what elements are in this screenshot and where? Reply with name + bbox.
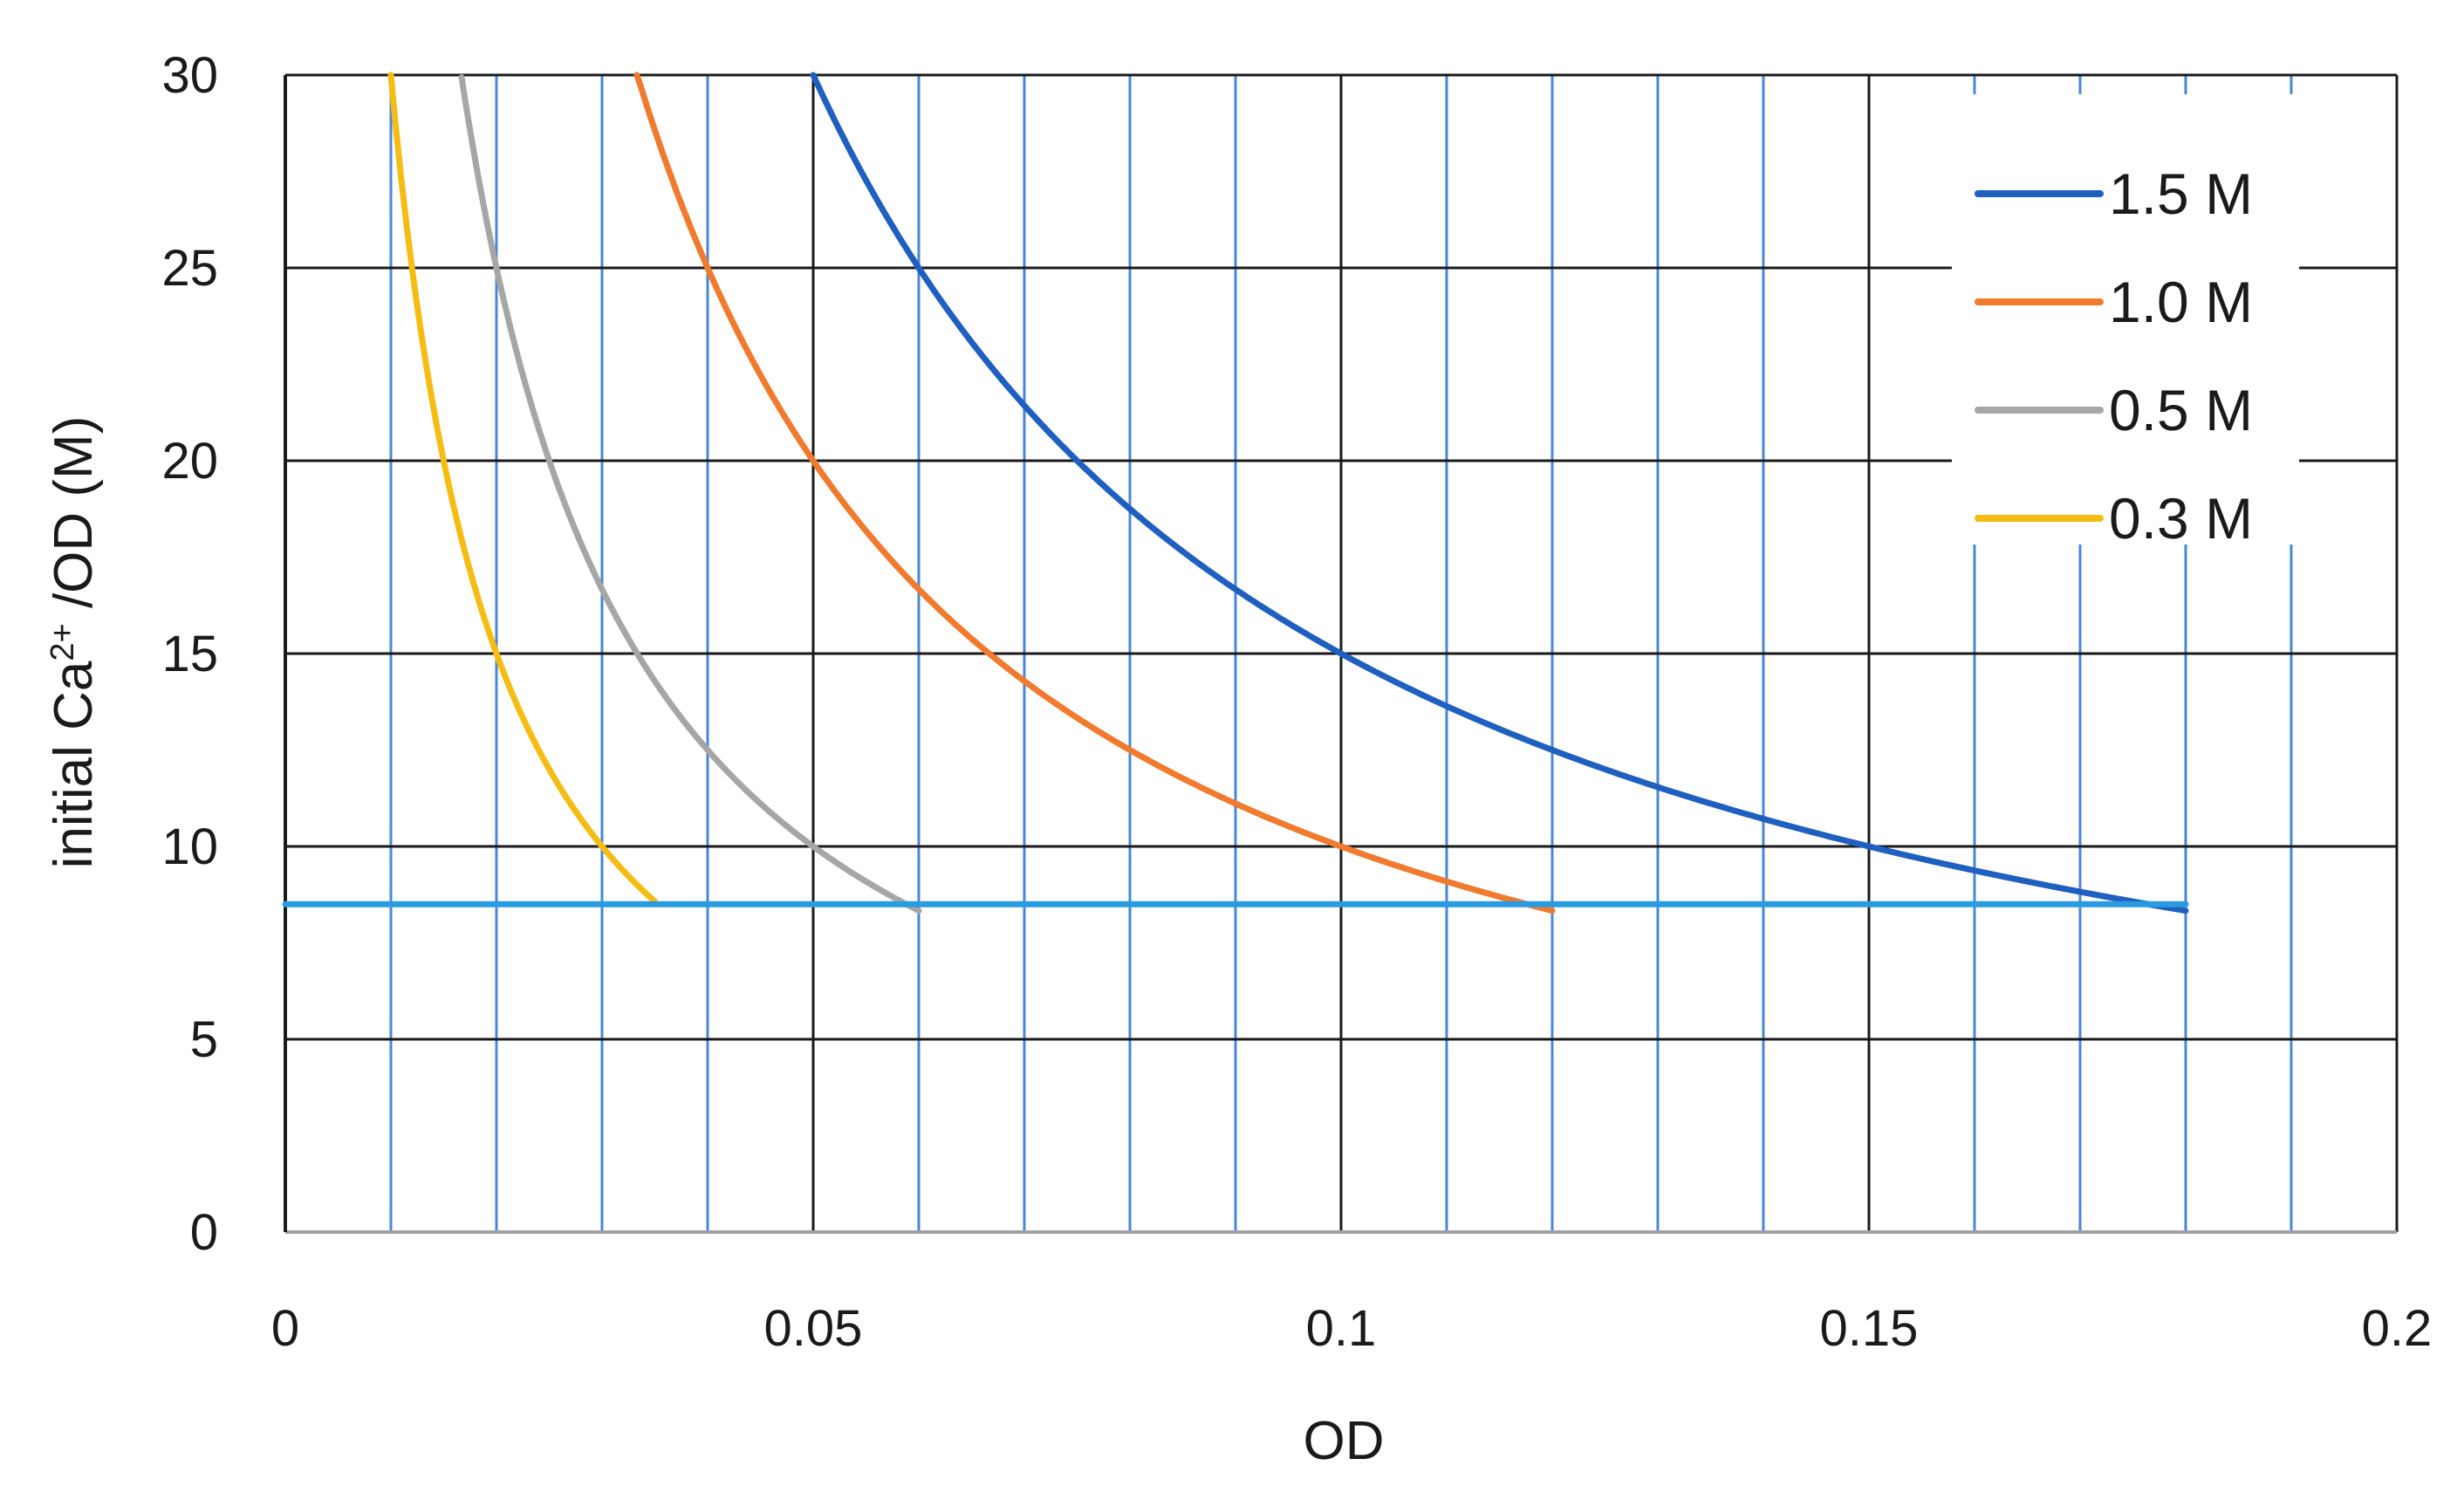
y-tick-label: 20 <box>161 433 218 490</box>
legend-label: 0.3 M <box>2109 486 2253 551</box>
legend-label: 1.5 M <box>2109 161 2253 226</box>
series-line-1-5-m <box>810 72 2189 914</box>
legend-box <box>1952 94 2299 544</box>
x-tick-label: 0.05 <box>764 1300 863 1357</box>
y-axis-title-superscript: 2+ <box>44 623 81 661</box>
x-tick-label: 0 <box>271 1300 299 1357</box>
series-line-0-3-m <box>387 72 658 905</box>
y-tick-labels: 0 5 10 15 20 25 30 <box>161 47 218 1261</box>
y-axis-title: initial Ca2+ /OD (M) <box>44 416 104 869</box>
x-axis-title: OD <box>1304 1411 1385 1471</box>
y-tick-label: 15 <box>161 626 218 682</box>
y-tick-label: 10 <box>161 818 218 875</box>
x-tick-label: 0.2 <box>2362 1300 2433 1357</box>
legend: 1.5 M 1.0 M 0.5 M 0.3 M <box>1952 94 2299 551</box>
x-tick-label: 0.15 <box>1820 1300 1919 1357</box>
x-tick-labels: 0 0.05 0.1 0.15 0.2 <box>271 1300 2432 1357</box>
legend-label: 1.0 M <box>2109 270 2253 334</box>
series-line-0-5-m <box>458 74 922 914</box>
series-line-1-0-m <box>633 72 1556 914</box>
y-axis-title-tail: /OD (M) <box>44 416 104 624</box>
y-axis-title-main: initial Ca <box>44 661 104 868</box>
axes <box>284 75 2397 1234</box>
y-tick-label: 25 <box>161 240 218 297</box>
y-tick-label: 5 <box>190 1011 218 1068</box>
legend-label: 0.5 M <box>2109 378 2253 442</box>
x-tick-label: 0.1 <box>1306 1300 1377 1357</box>
y-tick-label: 30 <box>161 47 218 104</box>
series-lines <box>387 72 2189 914</box>
y-tick-label: 0 <box>190 1204 218 1261</box>
